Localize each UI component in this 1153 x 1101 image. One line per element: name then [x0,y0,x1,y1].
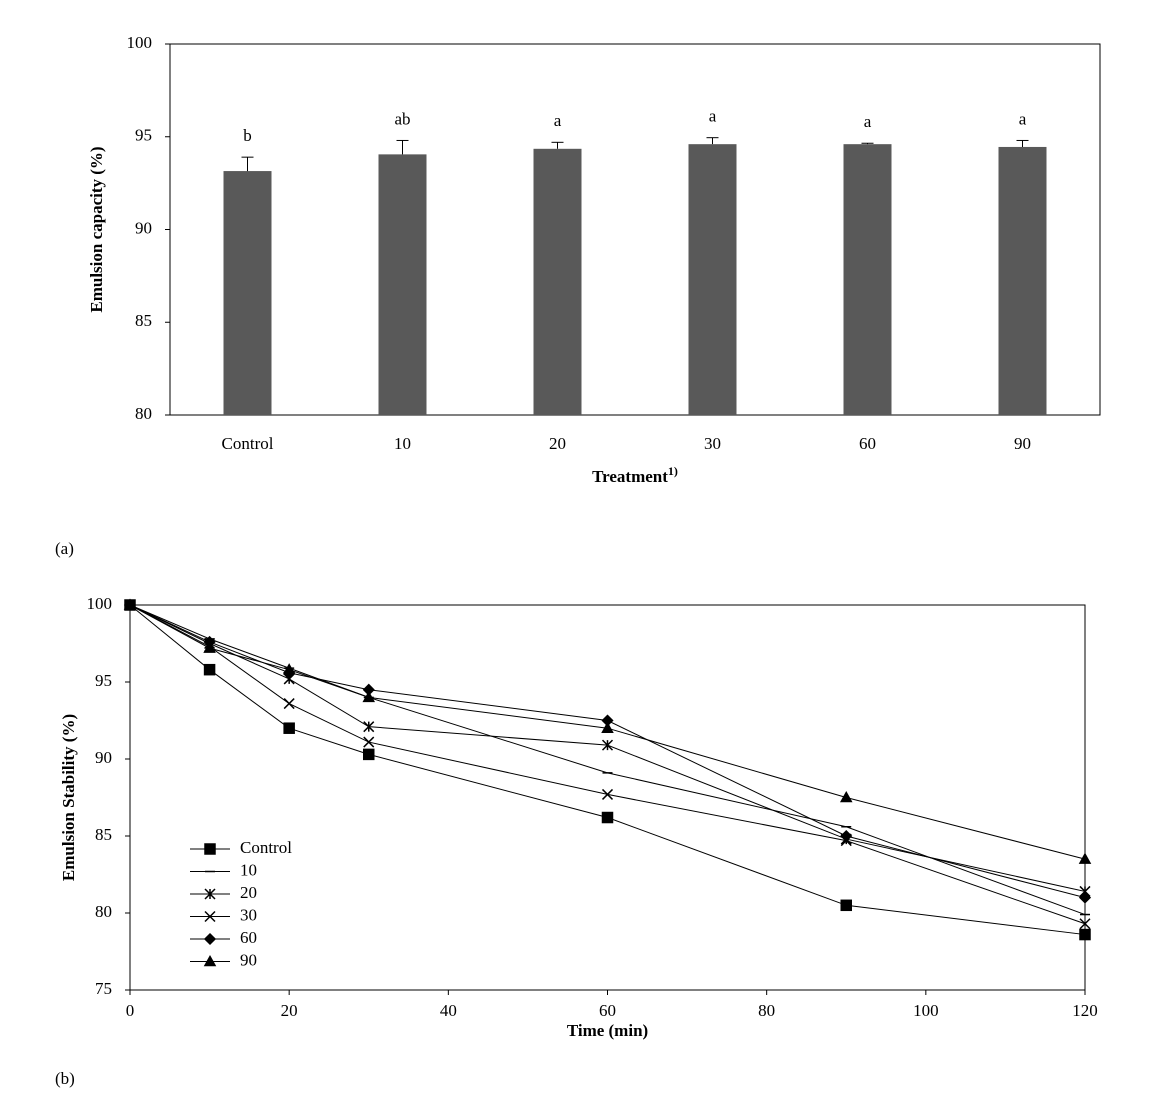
y-tick-label: 95 [135,126,152,145]
legend-label: 30 [240,905,257,924]
x-tick-label: 10 [394,434,411,453]
x-tick-label: 0 [126,1001,135,1020]
series-line [129,604,1086,936]
marker [1078,852,1092,864]
marker [362,690,376,703]
y-tick-label: 85 [95,825,112,844]
significance-letter: ab [394,109,410,128]
marker [203,663,216,676]
y-tick-label: 75 [95,979,112,998]
plot-frame [169,43,1101,416]
x-tick-label: 20 [549,434,566,453]
significance-letter: a [864,112,872,131]
marker [283,722,295,734]
y-tick-label: 80 [135,404,152,423]
x-tick-label: 60 [859,434,876,453]
x-axis-label: Time (min) [567,1021,648,1040]
x-axis-label: Treatment1) [592,464,678,486]
marker [601,739,614,751]
legend-label: 60 [240,928,257,947]
marker [839,790,853,803]
caption: (a) [55,539,74,558]
x-axis-label-sup: 1) [668,464,678,478]
legend-label: 10 [240,860,257,879]
significance-letter: b [243,126,252,145]
x-tick-label: 60 [599,1001,616,1020]
caption: (b) [55,1069,75,1088]
legend-marker [203,932,217,946]
legend-label: 90 [240,950,257,969]
marker [601,811,614,824]
significance-letter: a [1019,109,1027,128]
significance-letter: a [709,107,717,126]
x-tick-label: 100 [913,1001,939,1020]
marker [203,641,216,653]
marker [601,788,614,800]
x-tick-label: 120 [1072,1001,1098,1020]
x-tick-label: 20 [281,1001,298,1020]
y-tick-label: 100 [127,33,153,52]
legend-marker [204,843,216,855]
y-axis-label: Emulsion Stability (%) [59,714,78,881]
series-line [129,604,1086,925]
marker [282,663,296,675]
bar [843,144,892,416]
series-line [129,604,1086,916]
x-tick-label: 80 [758,1001,775,1020]
marker [1079,918,1091,930]
y-tick-label: 95 [95,671,112,690]
x-tick-label: 30 [704,434,721,453]
marker [840,899,852,912]
bar [688,144,737,416]
x-tick-label: 90 [1014,434,1031,453]
bar [998,146,1047,415]
significance-letter: a [554,111,562,130]
y-tick-label: 85 [135,311,152,330]
marker [363,721,375,733]
x-axis-label-text: Treatment [592,467,668,486]
marker [601,721,614,733]
legend-marker [203,954,217,967]
marker [363,736,375,748]
x-tick-label: 40 [440,1001,457,1020]
marker [1079,928,1091,941]
legend-label: 20 [240,883,257,902]
marker [123,598,137,610]
marker [283,698,295,710]
marker [363,748,375,761]
y-tick-label: 90 [95,748,112,767]
y-tick-label: 90 [135,218,152,237]
marker [840,829,853,843]
legend-label: Control [240,838,292,857]
bar [378,154,427,415]
y-tick-label: 80 [95,902,112,921]
marker [1078,891,1092,904]
legend-marker [204,910,216,923]
legend-marker [204,888,216,900]
y-axis-label: Emulsion capacity (%) [87,146,106,312]
x-tick-label: Control [222,434,274,453]
bar [533,148,582,415]
y-tick-label: 100 [87,594,113,613]
bar [223,171,272,415]
